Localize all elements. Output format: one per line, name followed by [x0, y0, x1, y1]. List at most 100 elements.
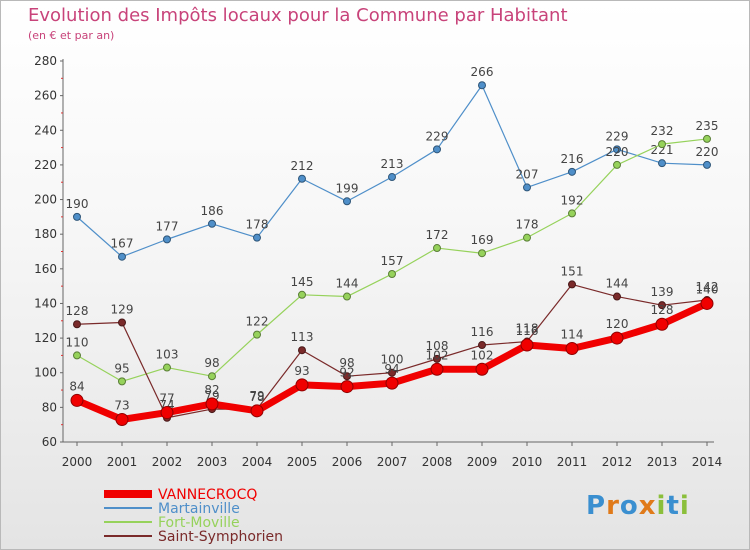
- data-point-saint-symphorien: [568, 280, 576, 289]
- x-tick-label: 2011: [557, 455, 588, 469]
- logo-letter: i: [656, 491, 667, 521]
- data-point-fort-moville: [523, 233, 531, 242]
- logo-letter: t: [666, 491, 680, 521]
- data-point-martainville: [478, 81, 486, 90]
- data-label-fort-moville: 178: [516, 218, 539, 232]
- data-point-saint-symphorien: [343, 372, 351, 381]
- data-label-martainville: 186: [201, 204, 224, 218]
- data-label-fort-moville: 192: [561, 193, 584, 207]
- data-label-vannecrocq: 140: [696, 282, 719, 296]
- y-tick-label: 140: [34, 296, 57, 310]
- data-label-fort-moville: 157: [381, 254, 404, 268]
- data-label-vannecrocq: 82: [204, 383, 219, 397]
- x-tick-label: 2013: [647, 455, 678, 469]
- y-tick-label: 260: [34, 89, 57, 103]
- data-label-saint-symphorien: 108: [426, 339, 449, 353]
- data-point-martainville: [433, 145, 441, 154]
- data-point-fort-moville: [208, 372, 216, 381]
- x-tick-label: 2006: [332, 455, 363, 469]
- data-label-fort-moville: 235: [696, 119, 719, 133]
- x-tick-label: 2009: [467, 455, 498, 469]
- x-tick-label: 2001: [107, 455, 138, 469]
- logo-letter: x: [638, 491, 657, 521]
- data-point-fort-moville: [433, 244, 441, 253]
- data-label-fort-moville: 98: [204, 356, 219, 370]
- data-point-fort-moville: [568, 209, 576, 218]
- data-label-vannecrocq: 94: [384, 362, 399, 376]
- data-label-martainville: 177: [156, 219, 179, 233]
- data-point-saint-symphorien: [298, 346, 306, 355]
- data-label-fort-moville: 220: [606, 145, 629, 159]
- data-point-vannecrocq: [610, 331, 624, 345]
- data-label-fort-moville: 144: [336, 277, 359, 291]
- data-label-vannecrocq: 92: [339, 366, 354, 380]
- data-point-vannecrocq: [475, 362, 489, 376]
- data-point-fort-moville: [298, 290, 306, 299]
- data-point-vannecrocq: [70, 393, 84, 407]
- data-label-saint-symphorien: 98: [339, 356, 354, 370]
- data-point-fort-moville: [118, 377, 126, 386]
- x-tick-label: 2012: [602, 455, 633, 469]
- logo-letter: i: [679, 491, 690, 521]
- logo-letter: P: [586, 491, 607, 521]
- data-label-martainville: 212: [291, 159, 314, 173]
- data-label-fort-moville: 122: [246, 315, 269, 329]
- y-tick-label: 100: [34, 366, 57, 380]
- data-label-martainville: 167: [111, 237, 134, 251]
- y-tick-label: 120: [34, 331, 57, 345]
- data-label-saint-symphorien: 151: [561, 264, 584, 278]
- x-tick-label: 2000: [62, 455, 93, 469]
- data-label-martainville: 178: [246, 218, 269, 232]
- proxiti-logo: Proxiti: [586, 491, 690, 521]
- data-point-martainville: [388, 173, 396, 182]
- data-point-vannecrocq: [295, 378, 309, 392]
- data-point-fort-moville: [478, 249, 486, 258]
- y-tick-label: 160: [34, 262, 57, 276]
- logo-letter: o: [619, 491, 639, 521]
- data-label-saint-symphorien: 100: [381, 353, 404, 367]
- data-label-fort-moville: 95: [114, 361, 129, 375]
- data-label-saint-symphorien: 129: [111, 303, 134, 317]
- data-point-martainville: [568, 167, 576, 176]
- y-tick-label: 80: [42, 400, 57, 414]
- data-point-vannecrocq: [700, 296, 714, 310]
- data-point-vannecrocq: [340, 380, 354, 394]
- data-label-vannecrocq: 120: [606, 317, 629, 331]
- data-label-vannecrocq: 102: [426, 348, 449, 362]
- data-label-saint-symphorien: 139: [651, 285, 674, 299]
- x-tick-label: 2005: [287, 455, 318, 469]
- data-point-martainville: [703, 160, 711, 169]
- data-label-martainville: 216: [561, 152, 584, 166]
- data-label-saint-symphorien: 144: [606, 277, 629, 291]
- chart-title: Evolution des Impôts locaux pour la Comm…: [28, 5, 568, 26]
- data-point-vannecrocq: [565, 341, 579, 355]
- data-label-fort-moville: 145: [291, 275, 314, 289]
- data-point-martainville: [343, 197, 351, 206]
- data-label-vannecrocq: 116: [516, 324, 539, 338]
- data-point-fort-moville: [613, 160, 621, 169]
- data-point-saint-symphorien: [613, 292, 621, 301]
- data-point-saint-symphorien: [118, 318, 126, 327]
- data-label-vannecrocq: 114: [561, 327, 584, 341]
- data-point-fort-moville: [73, 351, 81, 360]
- data-point-martainville: [658, 159, 666, 168]
- x-tick-label: 2002: [152, 455, 183, 469]
- chart-subtitle: (en € et par an): [28, 29, 115, 42]
- data-point-martainville: [163, 235, 171, 244]
- data-label-fort-moville: 172: [426, 228, 449, 242]
- data-label-saint-symphorien: 118: [516, 322, 539, 336]
- data-label-fort-moville: 232: [651, 124, 674, 138]
- data-point-vannecrocq: [115, 412, 129, 426]
- data-point-fort-moville: [253, 330, 261, 339]
- data-label-martainville: 266: [471, 65, 494, 79]
- data-point-saint-symphorien: [478, 341, 486, 350]
- x-tick-label: 2010: [512, 455, 543, 469]
- data-label-saint-symphorien: 128: [66, 304, 89, 318]
- data-label-fort-moville: 169: [471, 233, 494, 247]
- data-label-martainville: 229: [426, 129, 449, 143]
- data-label-martainville: 207: [516, 167, 539, 181]
- data-label-fort-moville: 110: [66, 335, 89, 349]
- data-point-martainville: [73, 212, 81, 221]
- legend-label-fort-moville: Fort-Moville: [158, 515, 240, 531]
